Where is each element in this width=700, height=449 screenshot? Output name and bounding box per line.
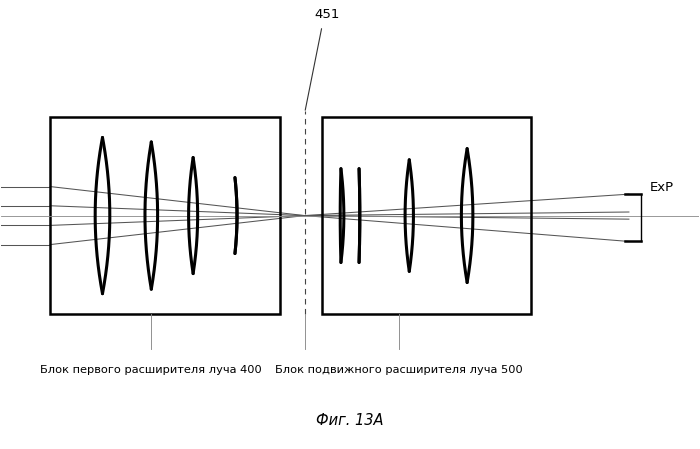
Bar [50, 117, 280, 314]
Text: 451: 451 [314, 9, 340, 22]
Bar [322, 117, 531, 314]
Text: Фиг. 13A: Фиг. 13A [316, 413, 384, 427]
Text: ExP: ExP [650, 181, 674, 194]
Text: Блок подвижного расширителя луча 500: Блок подвижного расширителя луча 500 [275, 365, 523, 375]
Text: Блок первого расширителя луча 400: Блок первого расширителя луча 400 [41, 365, 262, 375]
